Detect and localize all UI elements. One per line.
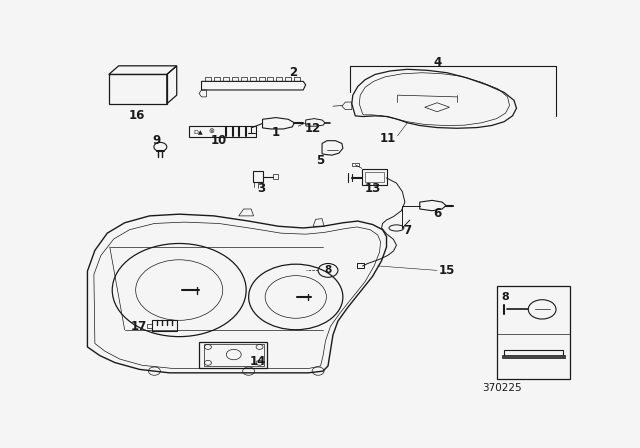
Text: 2: 2: [289, 66, 298, 79]
Text: 17: 17: [131, 320, 147, 333]
Text: 1: 1: [272, 126, 280, 139]
Text: 7: 7: [403, 224, 412, 237]
Text: 11: 11: [380, 132, 396, 145]
Text: 14: 14: [250, 355, 266, 368]
Text: 12: 12: [305, 122, 321, 135]
Text: 370225: 370225: [482, 383, 522, 393]
Text: 8: 8: [502, 293, 509, 302]
Text: ⊗: ⊗: [208, 129, 214, 134]
Text: D▲: D▲: [193, 129, 203, 134]
Polygon shape: [502, 355, 565, 358]
Text: 5: 5: [316, 154, 324, 167]
Text: 8: 8: [324, 265, 332, 276]
Text: 4: 4: [433, 56, 441, 69]
Text: 9: 9: [153, 134, 161, 146]
Text: 15: 15: [439, 264, 455, 277]
Text: 16: 16: [129, 109, 145, 122]
Text: 13: 13: [365, 182, 381, 195]
Text: 6: 6: [433, 207, 441, 220]
Text: 3: 3: [257, 182, 265, 195]
Text: 10: 10: [211, 134, 227, 147]
